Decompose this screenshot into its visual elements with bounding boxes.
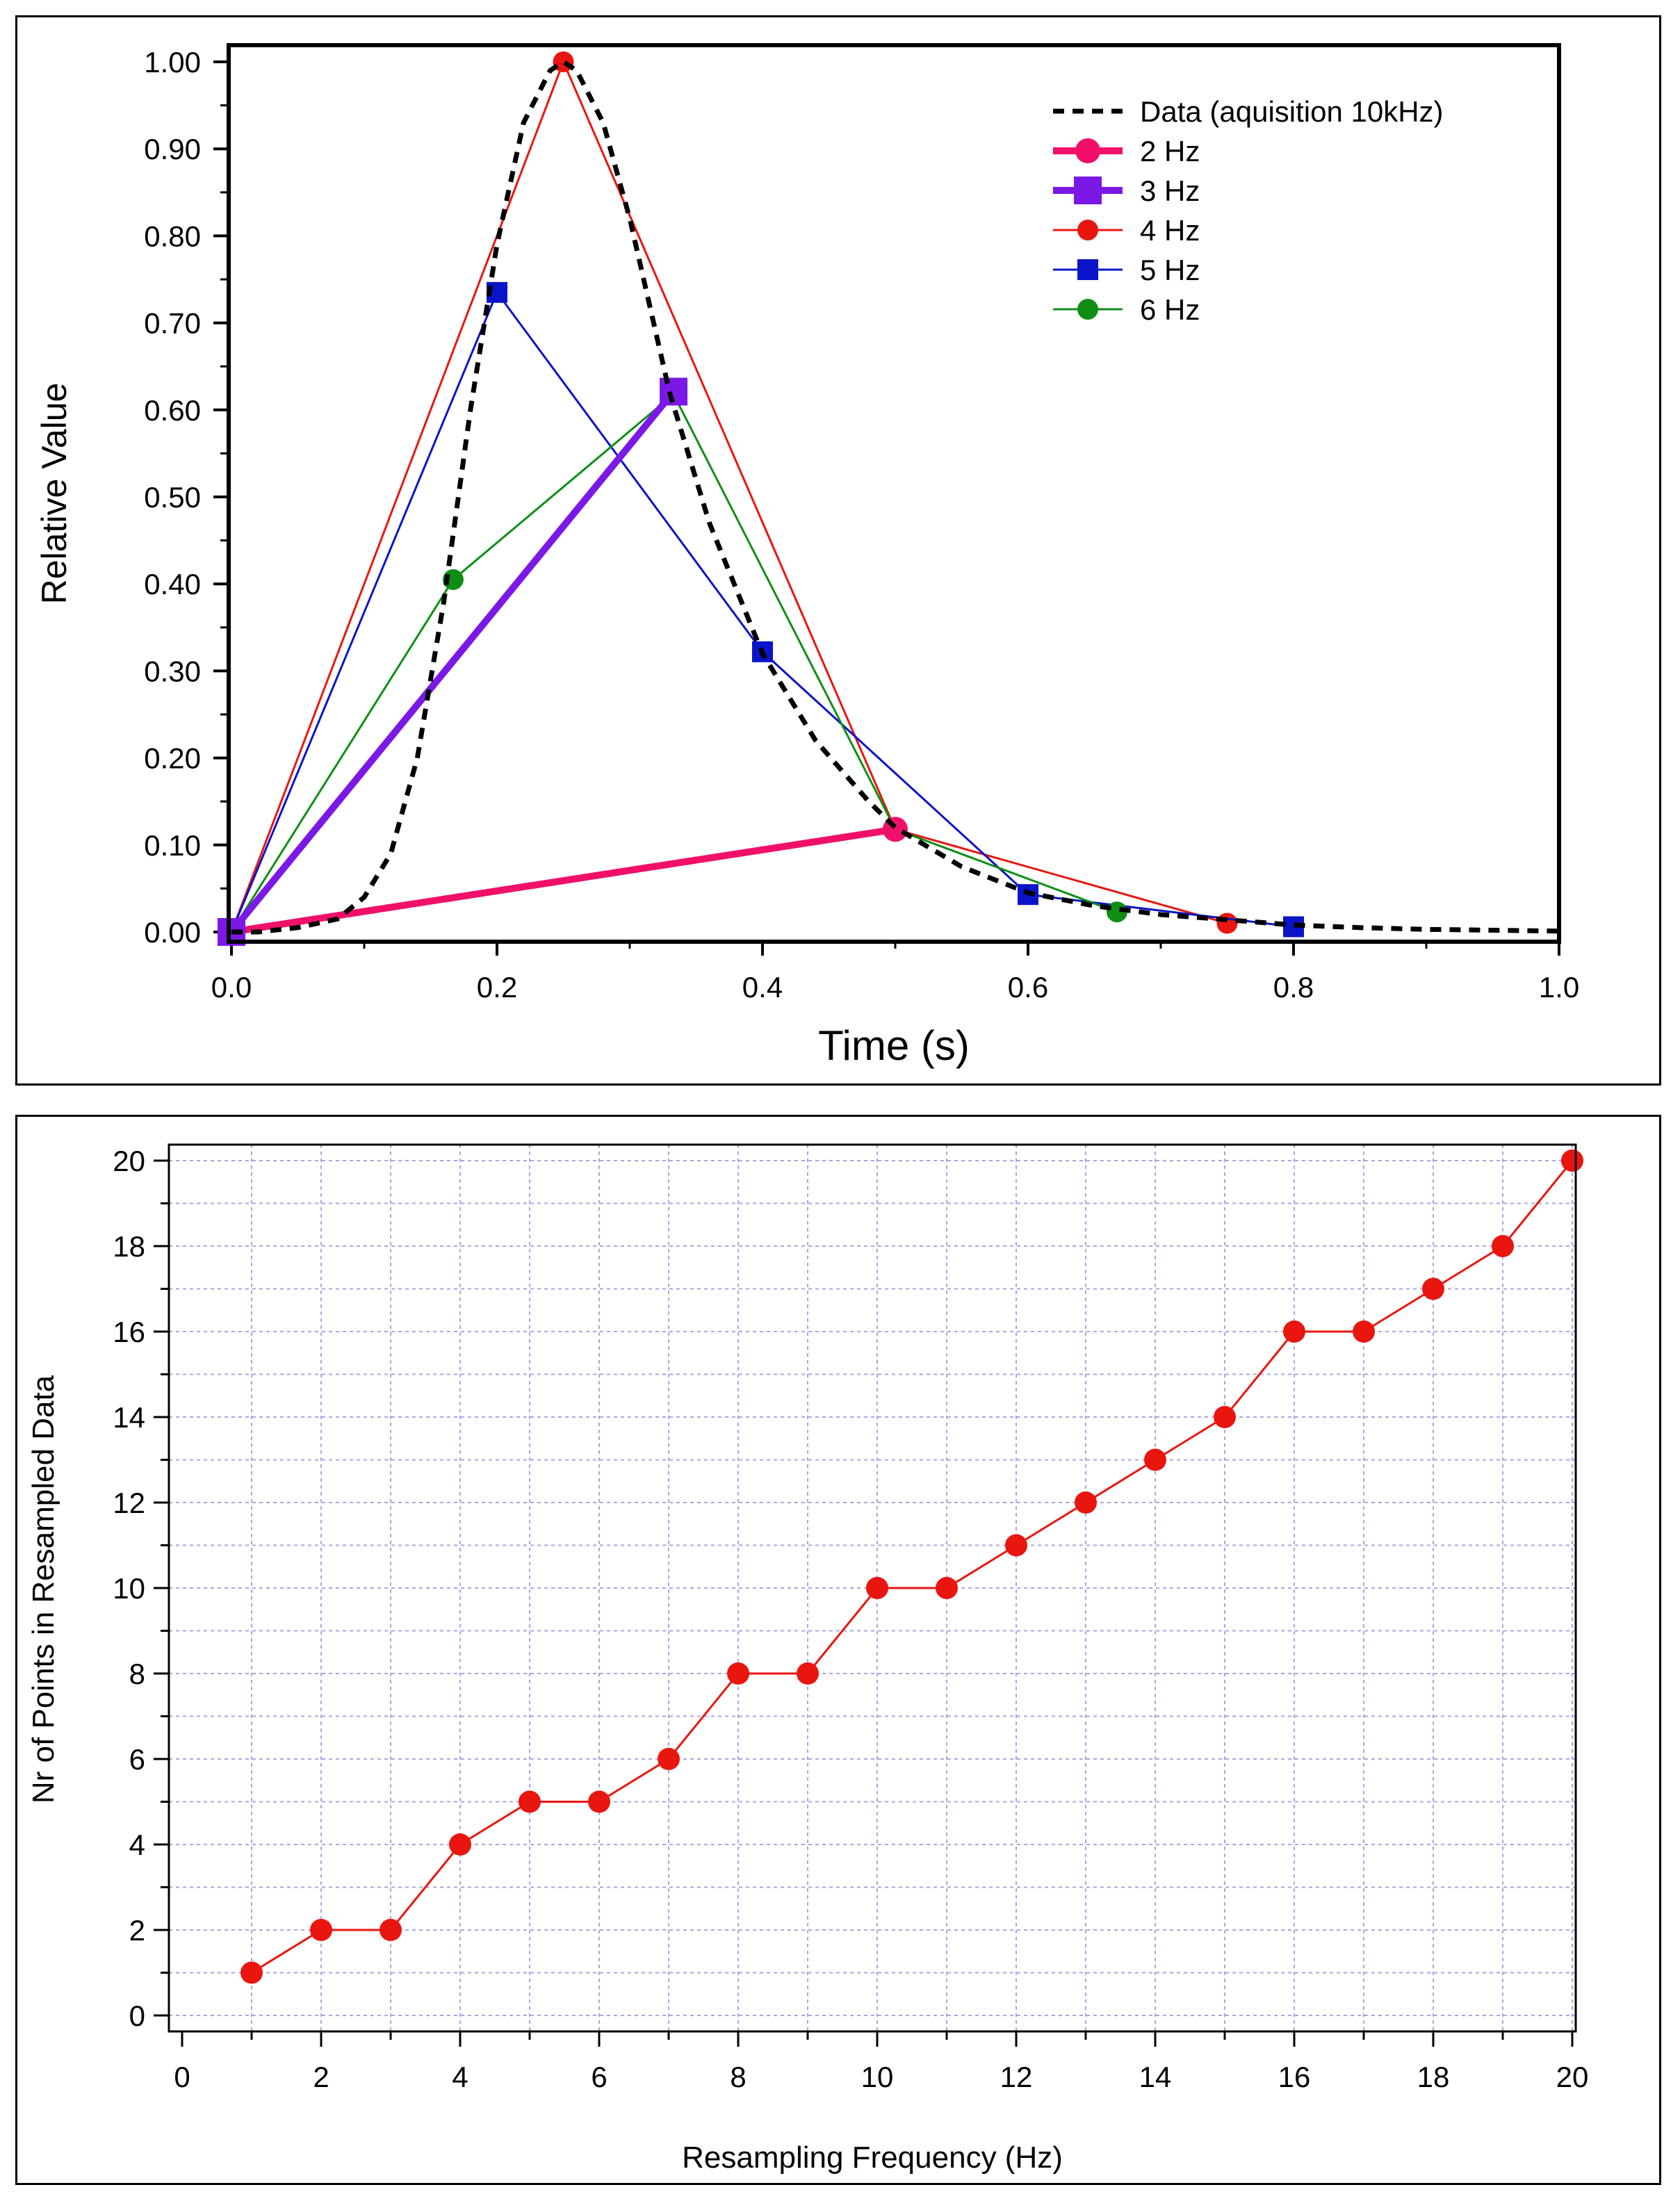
data-point <box>1214 1406 1236 1428</box>
y-tick-label: 0.00 <box>144 916 201 949</box>
data-point <box>1353 1320 1375 1343</box>
points-vs-frequency-chart: 0 2 4 6 8 10 12 14 16 18 20 0 2 4 6 8 10 12 14 16 18 20 Resam… <box>26 1143 1589 2175</box>
y-tick-label: 12 <box>113 1487 145 1519</box>
data-point-6-hz <box>1106 901 1127 923</box>
y-tick-label: 20 <box>113 1145 145 1177</box>
x-tick-label: 4 <box>452 2061 468 2093</box>
y-tick-label: 10 <box>113 1572 145 1605</box>
legend-label-3-hz: 3 Hz <box>1140 174 1200 207</box>
y-tick-label: 0.30 <box>144 655 201 687</box>
x-tick-label: 0.8 <box>1273 971 1314 1004</box>
x-tick-label: 2 <box>313 2061 329 2093</box>
y-tick-label: 0.70 <box>144 307 201 340</box>
legend-label-6-hz: 6 Hz <box>1140 293 1200 326</box>
y-tick-label: 8 <box>129 1658 145 1690</box>
data-point <box>1005 1534 1027 1557</box>
data-point <box>1422 1277 1444 1300</box>
y-tick-label: 0.80 <box>144 220 201 252</box>
data-point <box>727 1662 749 1685</box>
data-point <box>449 1833 471 1856</box>
series-line-data-aquisition-10khz <box>231 59 1560 935</box>
legend-marker-3-hz <box>1074 177 1102 204</box>
data-point <box>310 1919 332 1941</box>
legend-label-data-aquisition-10khz: Data (aquisition 10kHz) <box>1140 95 1444 128</box>
data-point <box>797 1662 819 1685</box>
data-point <box>519 1790 541 1813</box>
legend-marker-2-hz <box>1075 138 1100 163</box>
series-line-4-hz <box>230 60 1228 933</box>
x-tick-label: 10 <box>861 2061 894 2093</box>
series-line-5-hz <box>230 291 1294 933</box>
y-tick-label: 0.60 <box>144 394 201 427</box>
plot-frame <box>227 43 1561 944</box>
y-tick-label: 4 <box>129 1828 145 1861</box>
data-point <box>1075 1491 1097 1514</box>
x-tick-label: 1.0 <box>1539 971 1579 1004</box>
legend-label-4-hz: 4 Hz <box>1140 214 1200 247</box>
y-tick-label: 16 <box>113 1316 145 1348</box>
series-line-2-hz <box>231 826 896 935</box>
x-tick-label: 12 <box>1000 2061 1033 2093</box>
data-point <box>1283 1320 1305 1343</box>
x-tick-label: 16 <box>1278 2061 1311 2093</box>
data-point <box>936 1577 958 1599</box>
y-axis-title: Relative Value <box>35 383 74 605</box>
y-tick-label: 0.40 <box>144 568 201 600</box>
x-axis-title: Time (s) <box>818 1022 970 1069</box>
bottom-chart-panel: 0 2 4 6 8 10 12 14 16 18 20 0 2 4 6 8 10 12 14 16 18 20 Resam… <box>15 1115 1661 2185</box>
y-tick-label: 2 <box>129 1914 145 1947</box>
x-tick-label: 20 <box>1556 2061 1589 2093</box>
top-chart-panel: 0.0 0.2 0.4 0.6 0.8 1.0 0.00 0.10 0.20 0.30 0.40 0.… <box>15 15 1661 1086</box>
legend-marker-5-hz <box>1077 259 1098 280</box>
x-tick-label: 0 <box>174 2061 190 2093</box>
x-tick-label: 0.6 <box>1008 971 1048 1004</box>
legend-label-2-hz: 2 Hz <box>1140 135 1200 167</box>
y-tick-label: 6 <box>129 1743 145 1776</box>
data-point <box>658 1748 680 1770</box>
data-point <box>1561 1149 1583 1172</box>
series-line-6-hz <box>230 393 1118 933</box>
x-tick-label: 8 <box>730 2061 746 2093</box>
data-point <box>1492 1235 1514 1257</box>
series-line-3-hz <box>229 389 676 935</box>
legend-marker-6-hz <box>1077 299 1098 320</box>
y-tick-label: 0.50 <box>144 481 201 514</box>
data-point <box>380 1919 402 1941</box>
legend-marker-4-hz <box>1077 220 1098 240</box>
y-tick-label: 1.00 <box>144 46 201 79</box>
y-axis-title: Nr of Points in Resampled Data <box>26 1375 60 1803</box>
legend-label-5-hz: 5 Hz <box>1140 254 1200 286</box>
y-tick-label: 18 <box>113 1230 145 1263</box>
x-tick-label: 18 <box>1417 2061 1450 2093</box>
time-series-chart: 0.0 0.2 0.4 0.6 0.8 1.0 0.00 0.10 0.20 0.30 0.40 0.… <box>35 43 1579 1069</box>
x-tick-label: 14 <box>1139 2061 1172 2093</box>
x-axis-title: Resampling Frequency (Hz) <box>682 2141 1063 2175</box>
data-point <box>866 1577 888 1599</box>
data-point <box>240 1961 263 1984</box>
y-tick-label: 0.20 <box>144 742 201 775</box>
data-point <box>1144 1448 1166 1471</box>
data-point-4-hz <box>1216 913 1238 934</box>
series-line <box>251 1160 1574 1974</box>
legend: Data (aquisition 10kHz) 2 Hz 3 Hz 4 Hz 5 Hz 6… <box>1053 95 1444 326</box>
y-tick-label: 0.10 <box>144 829 201 862</box>
plot-frame <box>168 1143 1577 2033</box>
x-tick-label: 0.0 <box>211 971 252 1004</box>
y-tick-label: 0.90 <box>144 133 201 165</box>
x-tick-label: 0.4 <box>742 971 783 1004</box>
data-point <box>588 1790 610 1813</box>
y-tick-label: 14 <box>113 1401 145 1434</box>
x-tick-label: 6 <box>591 2061 607 2093</box>
y-tick-label: 0 <box>129 1999 145 2032</box>
x-tick-label: 0.2 <box>477 971 517 1004</box>
